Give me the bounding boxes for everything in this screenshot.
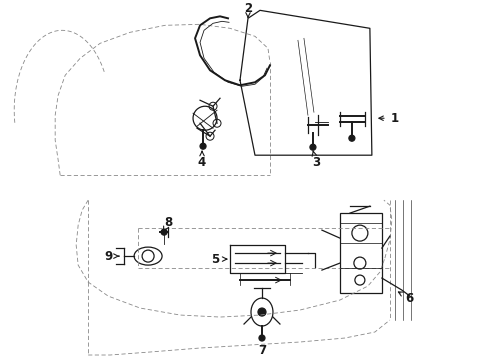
Circle shape [258, 308, 266, 316]
Text: 3: 3 [312, 156, 320, 169]
Text: 9: 9 [104, 249, 112, 262]
Text: 5: 5 [211, 253, 219, 266]
Text: 8: 8 [164, 216, 172, 229]
Text: 2: 2 [244, 2, 252, 15]
Text: 1: 1 [391, 112, 399, 125]
Bar [340, 213, 382, 293]
Text: 7: 7 [258, 343, 266, 356]
Circle shape [161, 229, 167, 235]
Circle shape [200, 143, 206, 149]
Text: 4: 4 [198, 156, 206, 169]
Ellipse shape [251, 298, 273, 326]
Circle shape [259, 335, 265, 341]
Circle shape [349, 135, 355, 141]
Text: 6: 6 [406, 292, 414, 305]
Ellipse shape [134, 247, 162, 265]
Circle shape [310, 144, 316, 150]
